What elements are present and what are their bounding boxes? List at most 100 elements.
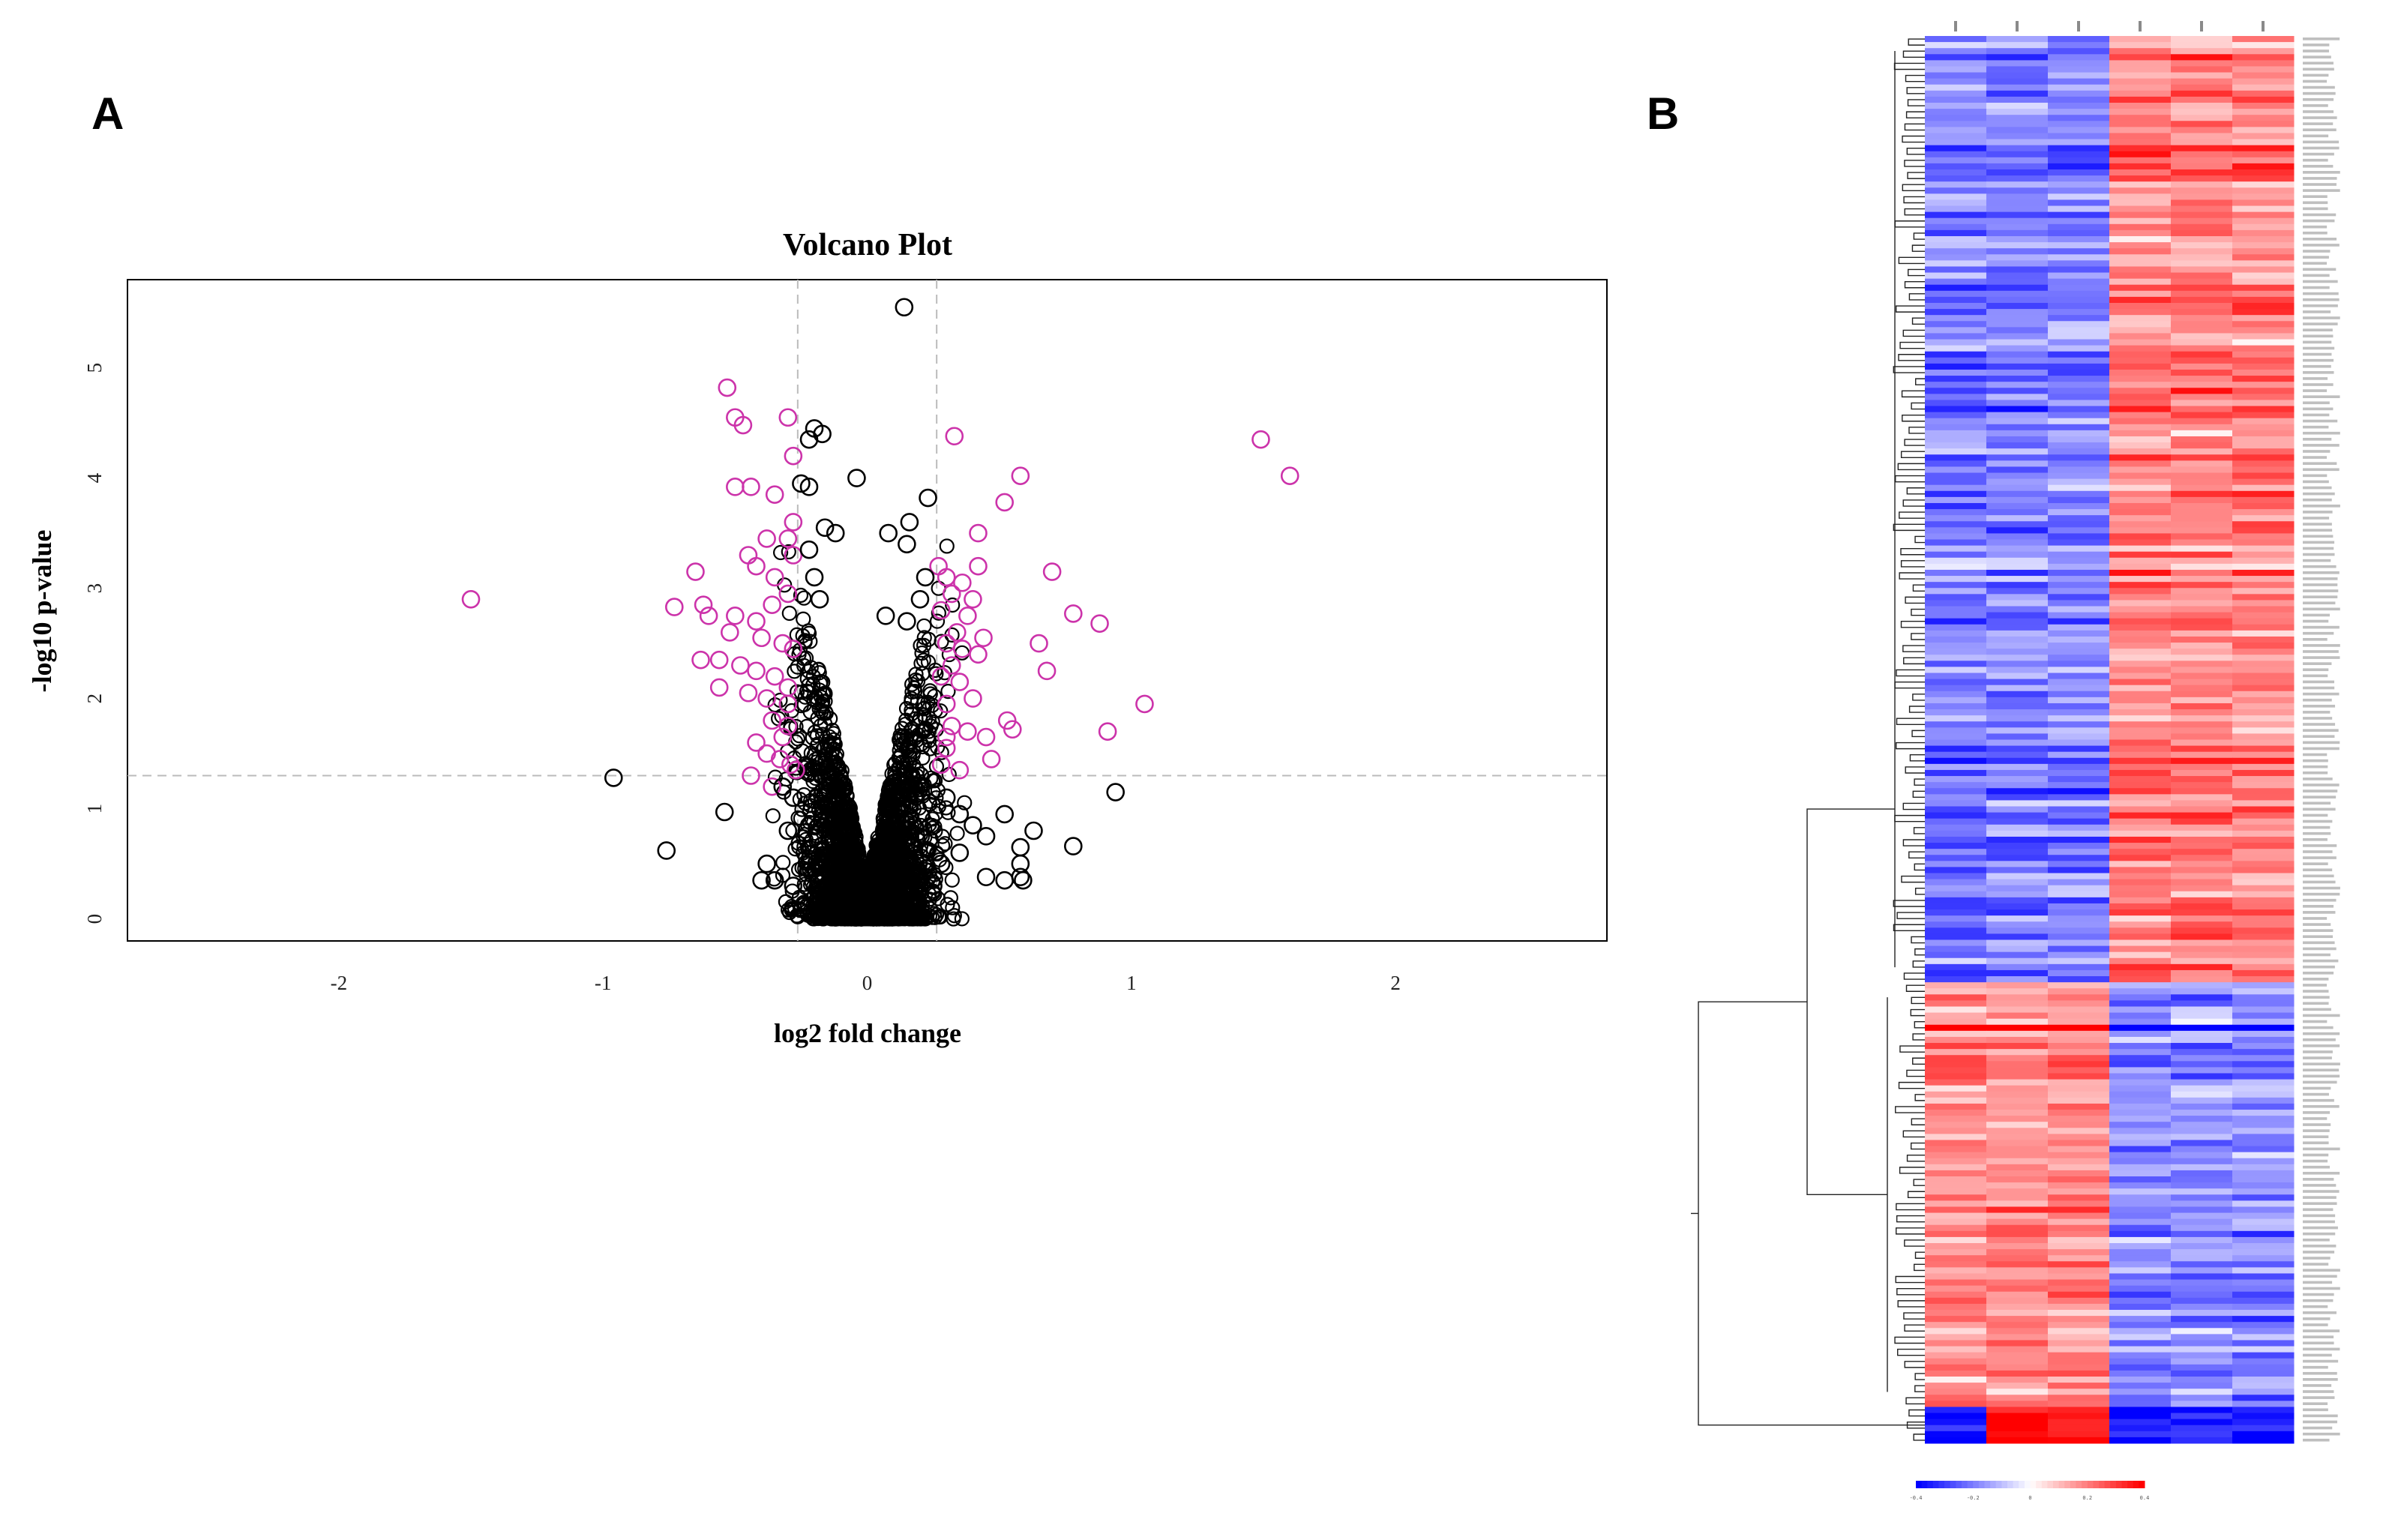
dendrogram-branch: [1901, 875, 1925, 883]
row-label: [2303, 171, 2340, 174]
heatmap-cell: [1986, 363, 2049, 370]
heatmap-cell: [1986, 539, 2049, 547]
heatmap-cell: [1925, 351, 1987, 358]
heatmap-cell: [1925, 412, 1987, 419]
heatmap-cell: [2171, 1018, 2233, 1026]
heatmap-cell: [2048, 1291, 2110, 1299]
heatmap-cell: [2232, 649, 2295, 655]
heatmap-cell: [2048, 1364, 2110, 1371]
heatmap-cell: [2232, 539, 2295, 547]
significant-point: [942, 717, 961, 736]
row-label: [2303, 1159, 2328, 1163]
row-label: [2303, 37, 2340, 40]
heatmap-cell: [2232, 1110, 2295, 1116]
heatmap-cell: [2232, 54, 2295, 61]
heatmap-cell: [2048, 557, 2110, 565]
heatmap-cell: [2171, 691, 2233, 698]
heatmap-cell: [1925, 927, 1987, 934]
heatmap-cell: [1925, 309, 1987, 316]
heatmap-cell: [2048, 1383, 2110, 1389]
cloud-point: [815, 841, 831, 857]
nonsignificant-point: [784, 876, 803, 895]
heatmap-cell: [2232, 72, 2295, 79]
heatmap-cell: [2232, 569, 2295, 577]
heatmap-cell: [2171, 175, 2233, 182]
cloud-point: [872, 894, 889, 910]
heatmap-cell: [1986, 1006, 2049, 1014]
significant-point: [950, 673, 970, 691]
heatmap-cell: [1925, 751, 1987, 759]
heatmap-cell: [2109, 836, 2172, 843]
heatmap-cell: [2171, 1236, 2233, 1244]
heatmap-cell: [2109, 849, 2172, 855]
row-label: [2303, 741, 2340, 745]
heatmap-cell: [2171, 509, 2233, 516]
color-key-swatch: [1995, 1481, 2002, 1488]
heatmap-cell: [2232, 290, 2295, 298]
significant-point: [953, 640, 972, 658]
dendrogram-branch: [1903, 1312, 1925, 1320]
heatmap-cell: [1925, 502, 1987, 510]
heatmap-cell: [1986, 703, 2049, 710]
heatmap-cell: [2232, 1352, 2295, 1359]
dendrogram-branch: [1904, 123, 1925, 131]
heatmap-cell: [2232, 988, 2295, 995]
heatmap-cell: [1925, 903, 1987, 910]
heatmap-cell: [1986, 139, 2049, 146]
heatmap-cell: [2048, 442, 2110, 449]
heatmap-cell: [2109, 1303, 2172, 1311]
heatmap-cell: [2171, 1122, 2233, 1128]
row-label: [2303, 571, 2340, 574]
dendrogram-branch: [1911, 317, 1925, 325]
cloud-point: [922, 683, 938, 699]
heatmap-cell: [1925, 84, 1987, 91]
heatmap-cell: [1925, 193, 1987, 200]
significant-point: [1280, 466, 1299, 485]
cloud-point: [818, 876, 835, 892]
cloud-point: [916, 637, 932, 653]
row-label: [2303, 352, 2332, 356]
heatmap-cell: [2048, 406, 2110, 413]
dendrogram-branch: [1904, 208, 1925, 216]
heatmap-cell: [2171, 1413, 2233, 1420]
heatmap-cell: [2109, 1200, 2172, 1207]
heatmap-cell: [2232, 976, 2295, 983]
heatmap-cell: [2171, 296, 2233, 304]
heatmap-cell: [1986, 472, 2049, 480]
row-label: [2303, 553, 2335, 556]
heatmap-cell: [2109, 782, 2172, 789]
heatmap-cell: [2109, 897, 2172, 904]
row-label: [2303, 959, 2339, 963]
heatmap-cell: [2048, 1103, 2110, 1110]
cloud-point: [802, 634, 818, 649]
cloud-point: [908, 672, 924, 688]
heatmap-cell: [2171, 685, 2233, 692]
heatmap-cell: [2109, 1043, 2172, 1050]
panel-b-label: B: [1647, 88, 1679, 139]
heatmap-cell: [1925, 557, 1987, 565]
row-label: [2303, 97, 2334, 101]
heatmap-cell: [2109, 1110, 2172, 1116]
row-label: [2303, 1123, 2331, 1126]
heatmap-cell: [2109, 618, 2172, 625]
heatmap-cell: [2109, 36, 2172, 43]
row-label: [2303, 935, 2334, 939]
heatmap-cell: [2232, 284, 2295, 292]
heatmap-cell: [1986, 223, 2049, 231]
heatmap-cell: [1986, 84, 2049, 91]
row-label: [2303, 1408, 2328, 1412]
dendrogram-branch: [1895, 305, 1925, 313]
heatmap-cell: [1925, 42, 1987, 49]
heatmap-cell: [1925, 715, 1987, 722]
row-label: [2303, 219, 2335, 223]
heatmap-cell: [2109, 788, 2172, 795]
heatmap-cell: [1925, 181, 1987, 188]
heatmap-cell: [1986, 806, 2049, 813]
heatmap-cell: [2048, 412, 2110, 419]
heatmap-cell: [2232, 703, 2295, 710]
cloud-point: [824, 722, 841, 739]
heatmap-cell: [1986, 521, 2049, 528]
heatmap-cell: [2109, 691, 2172, 698]
heatmap-cell: [2109, 169, 2172, 176]
significant-point: [784, 640, 803, 658]
